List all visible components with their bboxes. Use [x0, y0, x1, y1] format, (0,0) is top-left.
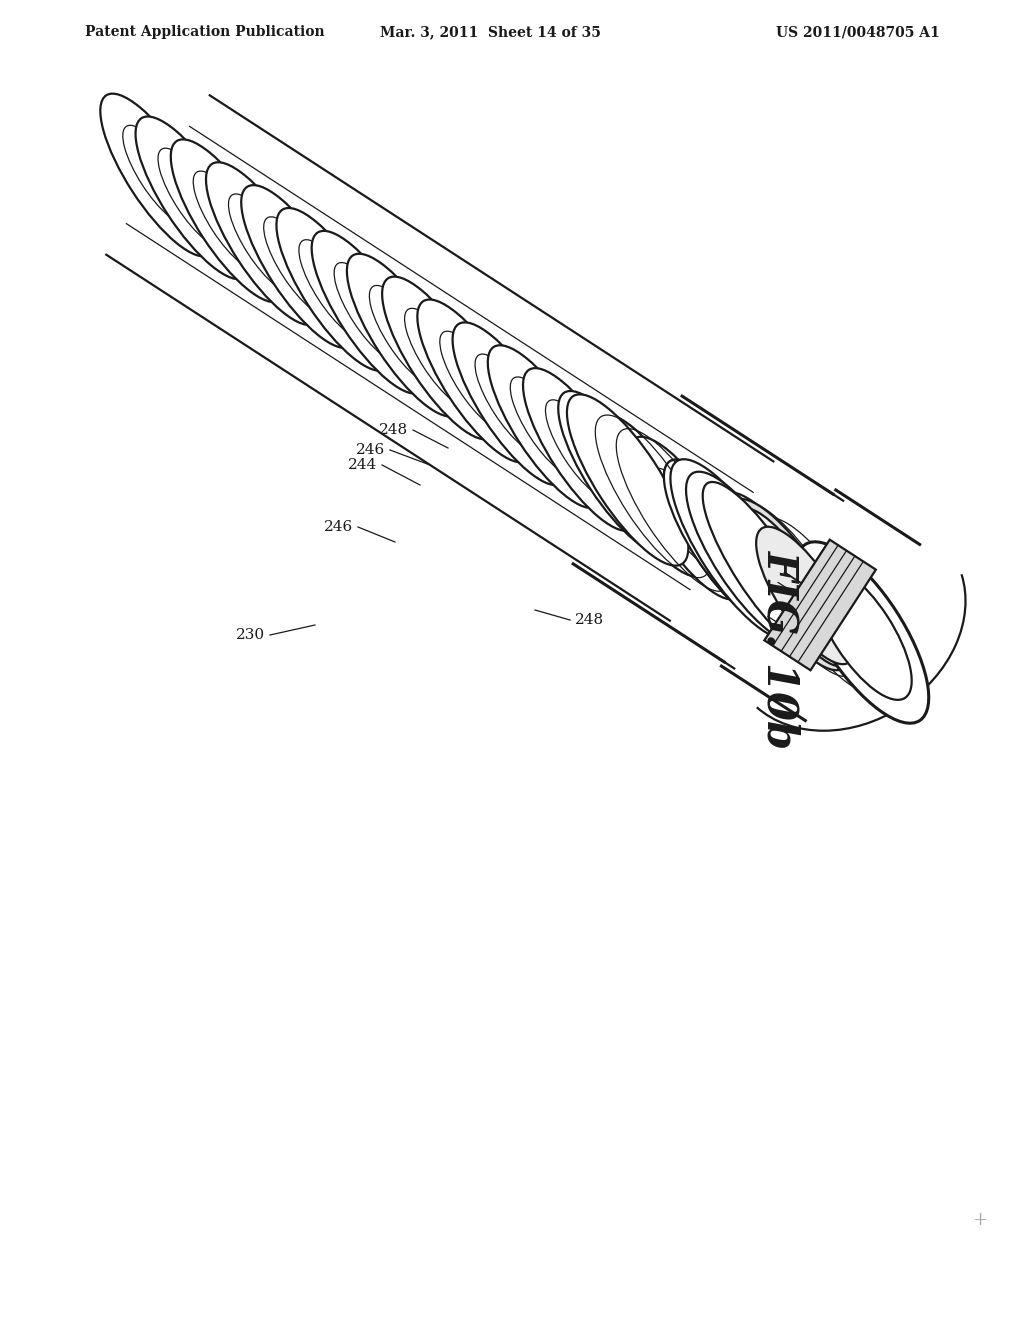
Ellipse shape	[567, 395, 688, 566]
Ellipse shape	[171, 140, 286, 302]
Text: 246: 246	[355, 444, 385, 457]
Text: 248: 248	[379, 422, 408, 437]
Ellipse shape	[264, 216, 334, 317]
Ellipse shape	[728, 499, 849, 671]
Text: 244: 244	[348, 458, 377, 473]
Text: +: +	[973, 1210, 987, 1229]
Text: 230: 230	[236, 628, 265, 642]
Ellipse shape	[615, 446, 686, 545]
Ellipse shape	[347, 253, 462, 417]
Ellipse shape	[664, 459, 779, 622]
Ellipse shape	[813, 565, 911, 700]
Ellipse shape	[242, 185, 356, 348]
Ellipse shape	[370, 285, 439, 385]
Ellipse shape	[664, 459, 779, 622]
Ellipse shape	[594, 414, 709, 577]
Polygon shape	[764, 540, 876, 671]
Ellipse shape	[158, 148, 228, 248]
Ellipse shape	[718, 492, 840, 664]
Ellipse shape	[702, 482, 821, 652]
Ellipse shape	[334, 263, 404, 362]
Ellipse shape	[629, 437, 744, 599]
Ellipse shape	[135, 116, 251, 280]
Text: Patent Application Publication: Patent Application Publication	[85, 25, 325, 40]
Ellipse shape	[228, 194, 299, 293]
Text: 248: 248	[575, 612, 604, 627]
Ellipse shape	[510, 378, 581, 477]
Text: Mar. 3, 2011  Sheet 14 of 35: Mar. 3, 2011 Sheet 14 of 35	[380, 25, 600, 40]
Ellipse shape	[206, 162, 322, 325]
Ellipse shape	[439, 331, 510, 430]
Ellipse shape	[546, 400, 615, 499]
Ellipse shape	[581, 422, 651, 521]
Ellipse shape	[123, 125, 194, 224]
Text: FIG. 10b: FIG. 10b	[759, 550, 801, 750]
Ellipse shape	[299, 240, 370, 339]
Ellipse shape	[194, 172, 263, 271]
Ellipse shape	[558, 391, 674, 554]
Ellipse shape	[651, 469, 722, 568]
Ellipse shape	[738, 508, 848, 667]
Ellipse shape	[797, 541, 929, 723]
Ellipse shape	[311, 231, 427, 393]
Ellipse shape	[523, 368, 638, 531]
Ellipse shape	[671, 459, 798, 639]
Ellipse shape	[404, 309, 475, 408]
Ellipse shape	[453, 322, 568, 486]
Text: 246: 246	[324, 520, 353, 535]
Text: US 2011/0048705 A1: US 2011/0048705 A1	[776, 25, 940, 40]
Ellipse shape	[276, 209, 392, 371]
Ellipse shape	[686, 471, 808, 643]
Ellipse shape	[475, 354, 546, 454]
Ellipse shape	[487, 346, 603, 508]
Ellipse shape	[418, 300, 532, 462]
Ellipse shape	[382, 277, 498, 440]
Ellipse shape	[756, 527, 855, 664]
